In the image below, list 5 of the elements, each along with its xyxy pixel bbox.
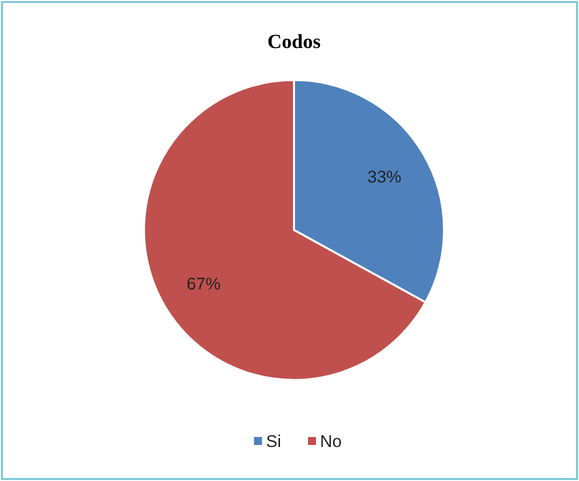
legend-label: No <box>320 432 342 451</box>
data-label: 33% <box>367 168 402 187</box>
data-label: 67% <box>186 274 221 294</box>
legend-label: Si <box>266 432 282 451</box>
chart-title: Codos <box>267 31 321 53</box>
